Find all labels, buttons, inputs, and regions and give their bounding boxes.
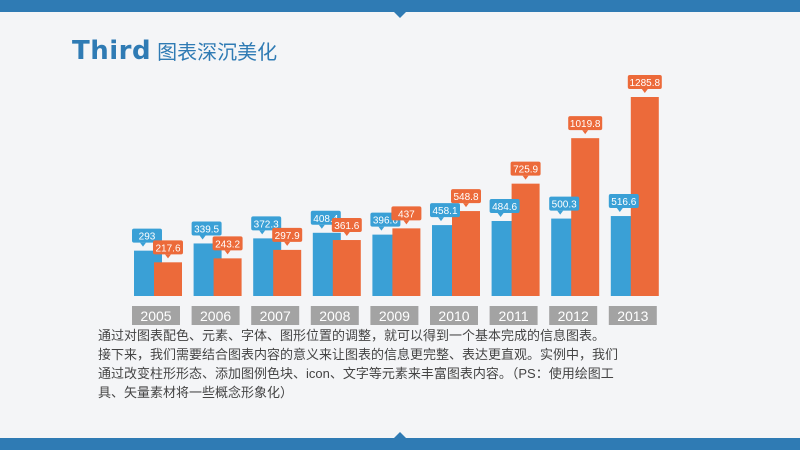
data-label-pointer-a xyxy=(616,208,623,213)
category-label-bg xyxy=(430,306,478,325)
data-label-b: 297.9 xyxy=(275,231,300,242)
data-label-pointer-a xyxy=(318,224,325,229)
bar-series-b-2009 xyxy=(392,228,421,296)
data-label-b: 243.2 xyxy=(215,239,240,250)
data-label-a: 500.3 xyxy=(552,200,577,211)
bottom-accent-bar xyxy=(0,438,800,450)
data-label-pointer-b xyxy=(403,220,410,225)
description-text: 通过对图表配色、元素、字体、图形位置的调整，就可以得到一个基本完成的信息图表。 … xyxy=(98,326,718,402)
data-label-pointer-b xyxy=(284,241,291,246)
data-label-bg-b xyxy=(391,206,422,221)
category-label-bg xyxy=(191,306,240,325)
data-label-pointer-a xyxy=(438,217,444,222)
data-label-a: 293 xyxy=(139,232,156,243)
bar-series-b-2006 xyxy=(213,258,242,296)
data-label-bg-b xyxy=(212,236,243,251)
data-label-bg-a xyxy=(549,196,580,211)
data-label-a: 458.1 xyxy=(432,206,457,217)
category-label: 2012 xyxy=(558,308,589,324)
category-label: 2011 xyxy=(499,308,529,324)
data-label-a: 516.6 xyxy=(611,197,636,208)
category-label: 2007 xyxy=(260,308,291,324)
bar-series-b-2010 xyxy=(452,211,480,296)
data-label-a: 339.5 xyxy=(194,224,219,235)
title-chinese: 图表深沉美化 xyxy=(157,42,278,64)
data-label-b: 725.9 xyxy=(513,165,538,176)
description-line: 通过对图表配色、元素、字体、图形位置的调整，就可以得到一个基本完成的信息图表。 xyxy=(98,328,606,343)
data-label-bg-b xyxy=(153,240,183,255)
category-label: 2008 xyxy=(319,308,350,324)
slide-title: Third 图表深沉美化 xyxy=(72,36,277,66)
data-label-a: 408.4 xyxy=(313,214,338,225)
bar-series-b-2012 xyxy=(571,138,600,296)
data-label-pointer-b xyxy=(463,203,469,208)
description-line: 具、矢量素材将一些概念形象化） xyxy=(98,385,294,400)
data-label-pointer-a xyxy=(497,212,504,217)
data-label-bg-a xyxy=(251,216,282,231)
category-label-bg xyxy=(608,306,657,325)
data-label-bg-b xyxy=(451,189,481,204)
data-label-bg-a xyxy=(132,228,162,243)
data-label-a: 372.3 xyxy=(254,219,279,230)
data-label-pointer-a xyxy=(378,226,385,231)
data-label-a: 396.6 xyxy=(373,216,398,227)
data-label-bg-a xyxy=(191,221,222,236)
category-label-bg xyxy=(549,306,598,325)
data-label-pointer-b xyxy=(582,130,589,135)
data-label-bg-b xyxy=(331,218,362,233)
data-label-bg-b xyxy=(272,227,303,242)
category-label-bg xyxy=(370,306,419,325)
category-label: 2005 xyxy=(140,308,171,324)
data-label-pointer-b xyxy=(343,232,350,237)
bar-series-b-2007 xyxy=(273,249,302,296)
data-label-b: 1285.8 xyxy=(630,78,661,89)
data-label-bg-a xyxy=(608,194,639,209)
title-english: Third xyxy=(72,36,152,66)
category-label: 2006 xyxy=(200,308,231,324)
data-label-pointer-a xyxy=(557,210,564,215)
description-line: 接下来，我们需要结合图表内容的意义来让图表的信息更完整、表达更直观。实例中，我们 xyxy=(98,347,619,362)
top-accent-bar xyxy=(0,0,800,12)
data-label-pointer-a xyxy=(140,242,146,247)
category-label-bg xyxy=(310,306,359,325)
bar-series-b-2005 xyxy=(154,262,182,296)
data-label-pointer-b xyxy=(522,175,529,180)
category-label-bg xyxy=(251,306,300,325)
bar-series-b-2008 xyxy=(332,240,361,296)
category-label: 2013 xyxy=(617,308,648,324)
category-label: 2009 xyxy=(379,308,410,324)
data-label-b: 361.6 xyxy=(334,221,359,232)
category-label-bg xyxy=(132,306,180,325)
data-label-pointer-b xyxy=(165,254,171,259)
data-label-pointer-b xyxy=(641,89,648,93)
bottom-notch xyxy=(394,432,406,438)
data-label-b: 548.8 xyxy=(453,192,478,203)
category-label-bg xyxy=(489,306,538,325)
data-label-b: 1019.8 xyxy=(570,119,601,130)
data-label-bg-a xyxy=(489,198,520,213)
description-line: 通过改变柱形形态、添加图例色块、icon、文字等元素来丰富图表内容。（PS：使用… xyxy=(98,366,614,381)
data-label-bg-a xyxy=(430,203,460,218)
data-label-a: 484.6 xyxy=(492,202,517,213)
data-label-pointer-a xyxy=(199,235,206,240)
data-label-bg-b xyxy=(568,116,603,131)
data-label-pointer-b xyxy=(224,250,231,255)
data-label-b: 437 xyxy=(398,209,415,220)
data-label-b: 217.6 xyxy=(155,243,180,254)
data-label-bg-b xyxy=(510,161,541,176)
top-notch xyxy=(394,12,406,18)
data-label-bg-b xyxy=(627,75,662,89)
category-label: 2010 xyxy=(438,308,469,324)
data-label-pointer-a xyxy=(259,230,266,235)
